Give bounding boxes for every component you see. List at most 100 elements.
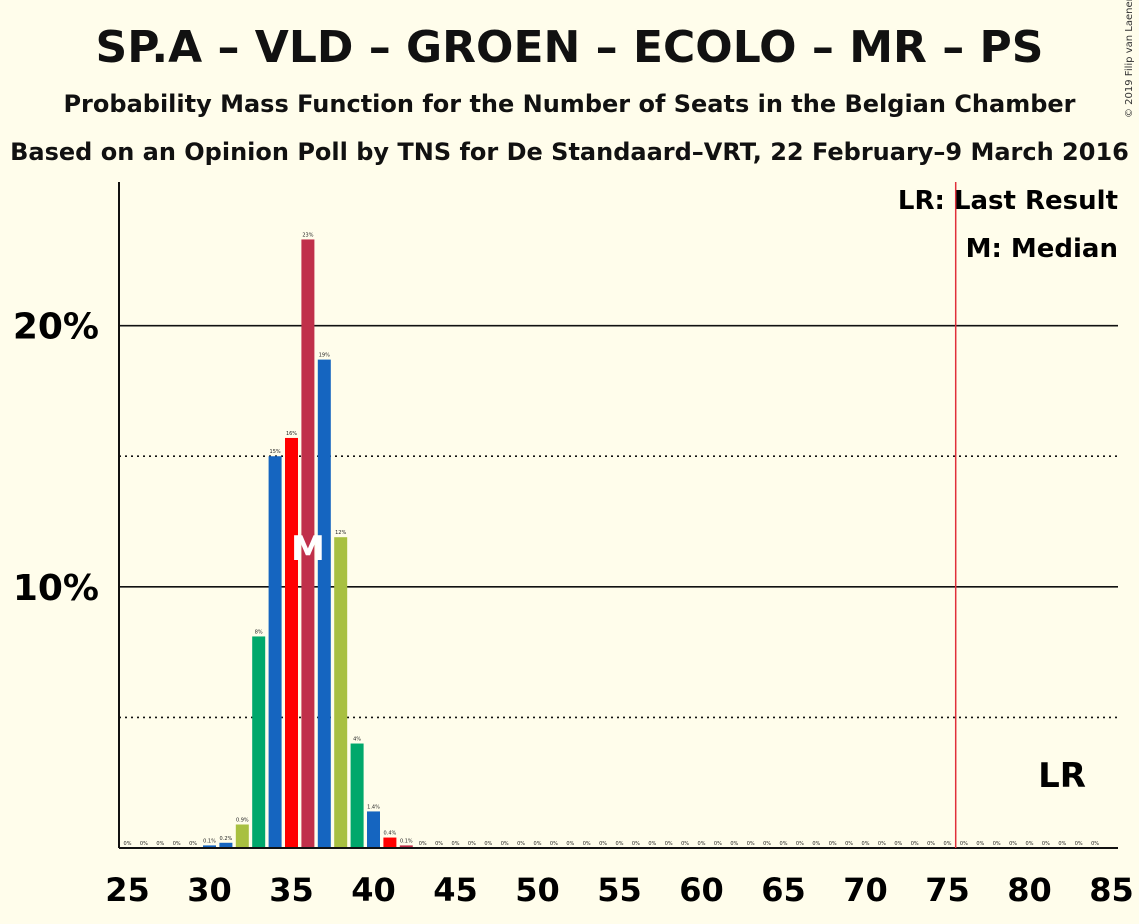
data-label: 0% [599,841,607,847]
data-label: 0% [1026,841,1034,847]
data-label: 0% [927,841,935,847]
x-tick-label: 45 [433,871,478,909]
data-label: 0% [124,841,132,847]
bar [252,636,266,848]
data-label: 0% [189,841,197,847]
data-label: 15% [270,449,281,455]
data-label: 8% [255,629,263,635]
data-label: 0% [419,841,427,847]
x-tick-label: 55 [597,871,642,909]
data-label: 0% [796,841,804,847]
data-label: 0% [435,841,443,847]
data-label: 0% [173,841,181,847]
median-marker: M [291,529,325,569]
bar [235,824,249,848]
axes: 10% 20% 25 30 35 40 45 50 55 60 65 70 75 80 85 [13,182,1134,909]
x-tick-label: 85 [1089,871,1134,909]
bar [301,239,315,849]
x-tick-label: 65 [761,871,806,909]
data-label: 0% [878,841,886,847]
y-tick-label: 10% [13,568,99,609]
chart-source-line: Based on an Opinion Poll by TNS for De S… [10,138,1129,166]
data-label: 0% [648,841,656,847]
data-label: 0.2% [220,836,233,842]
data-label: 0% [911,841,919,847]
data-label: 0% [960,841,968,847]
data-label: 0% [501,841,509,847]
data-label: 23% [302,232,313,238]
y-tick-label: 20% [13,307,99,348]
x-tick-label: 25 [105,871,150,909]
data-label: 0% [780,841,788,847]
data-label: 0% [517,841,525,847]
data-label: 0% [681,841,689,847]
bars [203,239,413,849]
data-label: 0% [534,841,542,847]
data-label: 0% [468,841,476,847]
data-label: 0.9% [236,817,249,823]
data-label: 0% [616,841,624,847]
data-label: 0% [1009,841,1017,847]
legend-last-result: LR: Last Result [898,186,1118,216]
data-label: 0% [452,841,460,847]
bar [203,845,216,848]
chart-subtitle: Probability Mass Function for the Number… [63,90,1076,118]
bar [350,743,364,848]
data-label: 0% [1091,841,1099,847]
data-labels: 0% 0% 0% 0% 0% 0.1% 0.2% 0.9% 8% 15% 16% 23% 19% 12% 4… [124,232,1100,847]
data-label: 0% [156,841,164,847]
chart-title: SP.A – VLD – GROEN – ECOLO – MR – PS [95,22,1044,73]
data-label: 0% [862,841,870,847]
x-tick-label: 75 [925,871,970,909]
data-label: 0% [1075,841,1083,847]
bar [285,437,298,848]
x-tick-label: 30 [187,871,232,909]
data-label: 0% [714,841,722,847]
bar [383,837,397,848]
x-tick-label: 60 [679,871,724,909]
bar [317,359,331,848]
data-label: 4% [353,737,361,743]
x-tick-label: 70 [843,871,888,909]
data-label: 0% [763,841,771,847]
data-label: 0% [944,841,952,847]
data-label: 0% [583,841,591,847]
data-label: 0% [1058,841,1066,847]
data-label: 0% [730,841,738,847]
markers: LR M [291,182,1086,848]
x-tick-label: 50 [515,871,560,909]
data-label: 0.1% [400,838,413,844]
data-label: 12% [335,530,346,536]
data-label: 0% [1042,841,1050,847]
bar [268,456,282,848]
legend-median: M: Median [966,234,1118,264]
x-tick-label: 35 [269,871,314,909]
data-label: 0% [140,841,148,847]
data-label: 0% [894,841,902,847]
last-result-marker: LR [1038,756,1086,796]
data-label: 0% [812,841,820,847]
bar [219,842,233,848]
data-label: 0% [993,841,1001,847]
x-tick-label: 80 [1007,871,1052,909]
data-label: 16% [286,431,297,437]
data-label: 0% [976,841,984,847]
bar [334,537,348,848]
data-label: 19% [319,353,330,359]
data-label: 0% [829,841,837,847]
data-label: 1.4% [367,804,380,810]
data-label: 0% [665,841,673,847]
data-label: 0% [550,841,558,847]
bar [367,811,380,848]
x-tick-label: 40 [351,871,396,909]
data-label: 0% [747,841,755,847]
data-label: 0.4% [384,831,397,837]
data-label: 0% [484,841,492,847]
data-label: 0% [698,841,706,847]
bar [399,845,413,848]
data-label: 0% [845,841,853,847]
data-label: 0% [566,841,574,847]
data-label: 0% [632,841,640,847]
data-label: 0.1% [203,838,216,844]
